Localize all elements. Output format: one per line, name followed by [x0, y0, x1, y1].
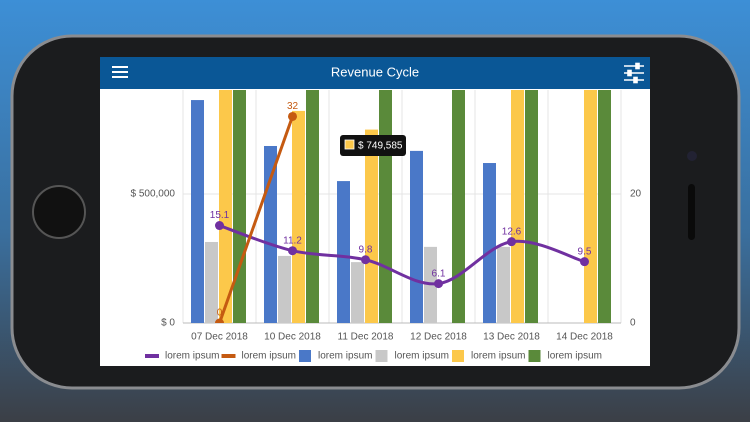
header-bar: [100, 57, 650, 89]
menu-icon[interactable]: [112, 66, 128, 78]
y2-tick-label: 0: [630, 318, 636, 329]
legend-swatch: [299, 350, 311, 362]
legend-label: lorem ipsum: [548, 351, 602, 362]
bar: [306, 90, 319, 323]
data-label: 6.1: [432, 268, 446, 279]
point: [215, 318, 224, 323]
legend-label: lorem ipsum: [395, 351, 449, 362]
x-tick-label: 10 Dec 2018: [264, 332, 321, 343]
tooltip-swatch: [344, 139, 355, 150]
bar: [351, 262, 364, 323]
bar: [219, 90, 232, 323]
bar: [525, 90, 538, 323]
legend-label: lorem ipsum: [165, 351, 219, 362]
legend-label: lorem ipsum: [318, 351, 372, 362]
bar: [337, 181, 350, 323]
x-tick-label: 12 Dec 2018: [410, 332, 467, 343]
legend-swatch: [528, 350, 541, 362]
legend-swatch: [375, 350, 388, 362]
bar: [379, 90, 392, 323]
line: [218, 115, 294, 323]
bar: [584, 90, 597, 323]
point: [215, 221, 224, 231]
tooltip-box: [340, 135, 406, 156]
bar: [452, 90, 465, 323]
x-tick-label: 11 Dec 2018: [338, 332, 394, 343]
y-tick-label: $ 0: [161, 318, 175, 329]
y-tick-label: $ 500,000: [131, 189, 176, 200]
bar: [497, 246, 510, 323]
data-label: 12.6: [502, 226, 522, 237]
data-label: 11.2: [283, 235, 302, 246]
point: [434, 279, 443, 289]
point: [361, 255, 370, 265]
data-label: 9.8: [359, 244, 373, 255]
camera: [687, 151, 697, 161]
x-tick-label: 14 Dec 2018: [556, 332, 613, 343]
legend-swatch: [452, 350, 464, 362]
point: [580, 257, 589, 267]
bar: [278, 255, 291, 323]
bar: [264, 145, 277, 323]
speaker: [688, 184, 695, 240]
bar: [410, 150, 423, 323]
tooltip: $ 749,585: [340, 135, 406, 156]
y2-tick-label: 20: [630, 189, 642, 200]
bar: [205, 241, 218, 323]
data-label: 0: [217, 308, 223, 319]
bar: [483, 163, 496, 323]
data-label: 9.5: [578, 246, 592, 257]
data-label: 15.1: [210, 210, 230, 221]
x-tick-label: 07 Dec 2018: [191, 332, 248, 343]
bar: [598, 90, 611, 323]
x-tick-label: 13 Dec 2018: [483, 332, 540, 343]
point: [288, 111, 297, 121]
settings-icon[interactable]: [624, 62, 644, 84]
legend-label: lorem ipsum: [242, 351, 296, 362]
bar: [233, 90, 246, 323]
point: [288, 246, 297, 256]
tooltip-text: $ 749,585: [358, 141, 403, 152]
legend-label: lorem ipsum: [471, 351, 525, 362]
bar: [191, 100, 204, 323]
data-label: 32: [287, 101, 299, 112]
app-title: Revenue Cycle: [331, 64, 419, 79]
bar: [511, 90, 524, 323]
point: [507, 237, 516, 247]
bar: [365, 129, 378, 323]
bar: [292, 110, 305, 323]
home-button: [32, 185, 86, 239]
